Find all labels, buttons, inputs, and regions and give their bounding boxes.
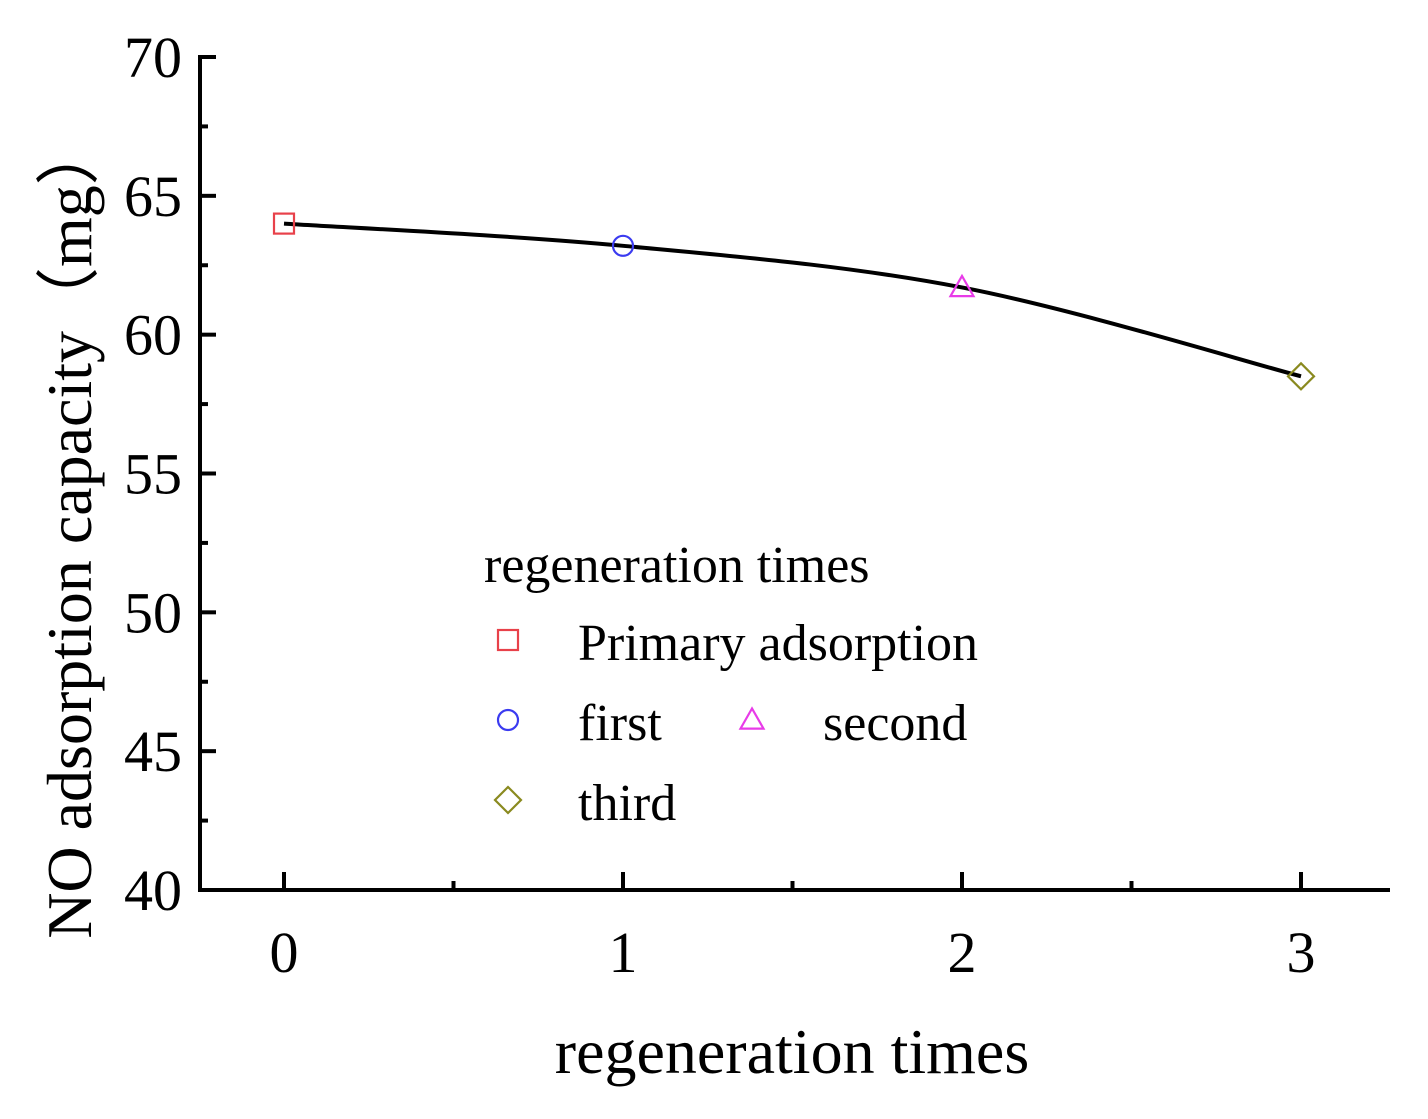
data-markers [272,212,1316,391]
y-tick-label: 55 [124,442,182,507]
legend-marker-primary-adsorption [496,628,520,652]
legend-marker-first [496,708,520,732]
series-line [283,221,1302,379]
y-tick-label: 45 [124,719,182,784]
legend-label-second: second [823,695,967,752]
data-point-third [1286,361,1316,391]
y-ticks: 40 45 50 55 60 65 70 [124,25,216,923]
y-tick-label: 60 [124,303,182,368]
legend-marker-third [493,785,523,815]
x-tick-label: 1 [609,920,638,985]
legend-label-third: third [578,775,676,832]
y-tick-label: 40 [124,858,182,923]
legend: regeneration times Primary adsorption fir… [484,537,978,832]
y-tick-label: 50 [124,580,182,645]
legend-marker-second [738,706,766,730]
y-axis-label: NO adsorption capacity（mg） [34,121,105,939]
legend-title: regeneration times [484,537,870,594]
x-tick-label: 0 [270,920,299,985]
x-axis-label: regeneration times [555,1016,1029,1087]
x-ticks: 0 1 2 3 [270,872,1316,985]
legend-label-first: first [578,695,662,752]
data-point-first [611,234,635,257]
x-tick-label: 2 [948,920,977,985]
y-tick-label: 65 [124,164,182,229]
data-point-second [948,273,976,298]
legend-label-primary-adsorption: Primary adsorption [578,615,978,672]
plot-area: 40 45 50 55 60 65 70 0 1 2 3 [124,25,1390,985]
y-tick-label: 70 [124,25,182,90]
x-tick-label: 3 [1287,920,1316,985]
legend-items: Primary adsorption first second third [493,615,978,832]
data-point-primary-adsorption [272,212,296,235]
